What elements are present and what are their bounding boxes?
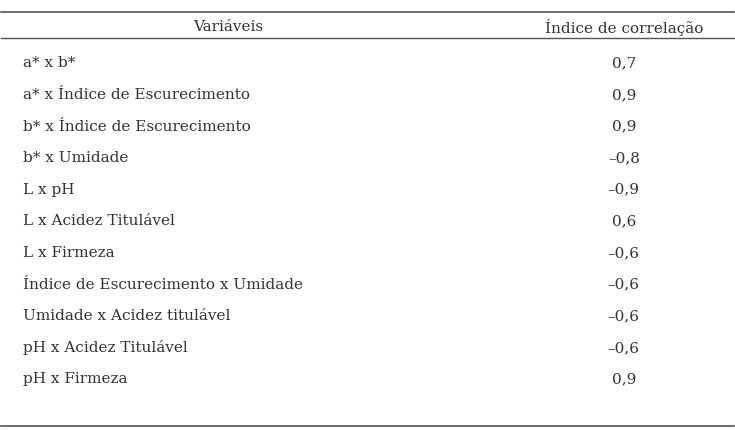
Text: a* x b*: a* x b* — [24, 56, 76, 71]
Text: L x Acidez Titulável: L x Acidez Titulável — [24, 215, 175, 228]
Text: b* x Umidade: b* x Umidade — [24, 151, 129, 165]
Text: –0,6: –0,6 — [608, 278, 639, 292]
Text: pH x Firmeza: pH x Firmeza — [24, 372, 128, 387]
Text: 0,9: 0,9 — [612, 120, 636, 134]
Text: L x Firmeza: L x Firmeza — [24, 246, 115, 260]
Text: –0,6: –0,6 — [608, 341, 639, 355]
Text: Umidade x Acidez titulável: Umidade x Acidez titulável — [24, 309, 231, 323]
Text: Índice de Escurecimento x Umidade: Índice de Escurecimento x Umidade — [24, 278, 304, 292]
Text: 0,6: 0,6 — [612, 215, 636, 228]
Text: –0,6: –0,6 — [608, 309, 639, 323]
Text: Variáveis: Variáveis — [193, 20, 263, 34]
Text: 0,9: 0,9 — [612, 372, 636, 387]
Text: –0,6: –0,6 — [608, 246, 639, 260]
Text: Índice de correlação: Índice de correlação — [545, 18, 703, 36]
Text: –0,9: –0,9 — [608, 183, 639, 197]
Text: L x pH: L x pH — [24, 183, 75, 197]
Text: 0,7: 0,7 — [612, 56, 636, 71]
Text: pH x Acidez Titulável: pH x Acidez Titulável — [24, 341, 188, 355]
Text: 0,9: 0,9 — [612, 88, 636, 102]
Text: b* x Índice de Escurecimento: b* x Índice de Escurecimento — [24, 120, 251, 134]
Text: a* x Índice de Escurecimento: a* x Índice de Escurecimento — [24, 88, 251, 102]
Text: –0,8: –0,8 — [608, 151, 639, 165]
